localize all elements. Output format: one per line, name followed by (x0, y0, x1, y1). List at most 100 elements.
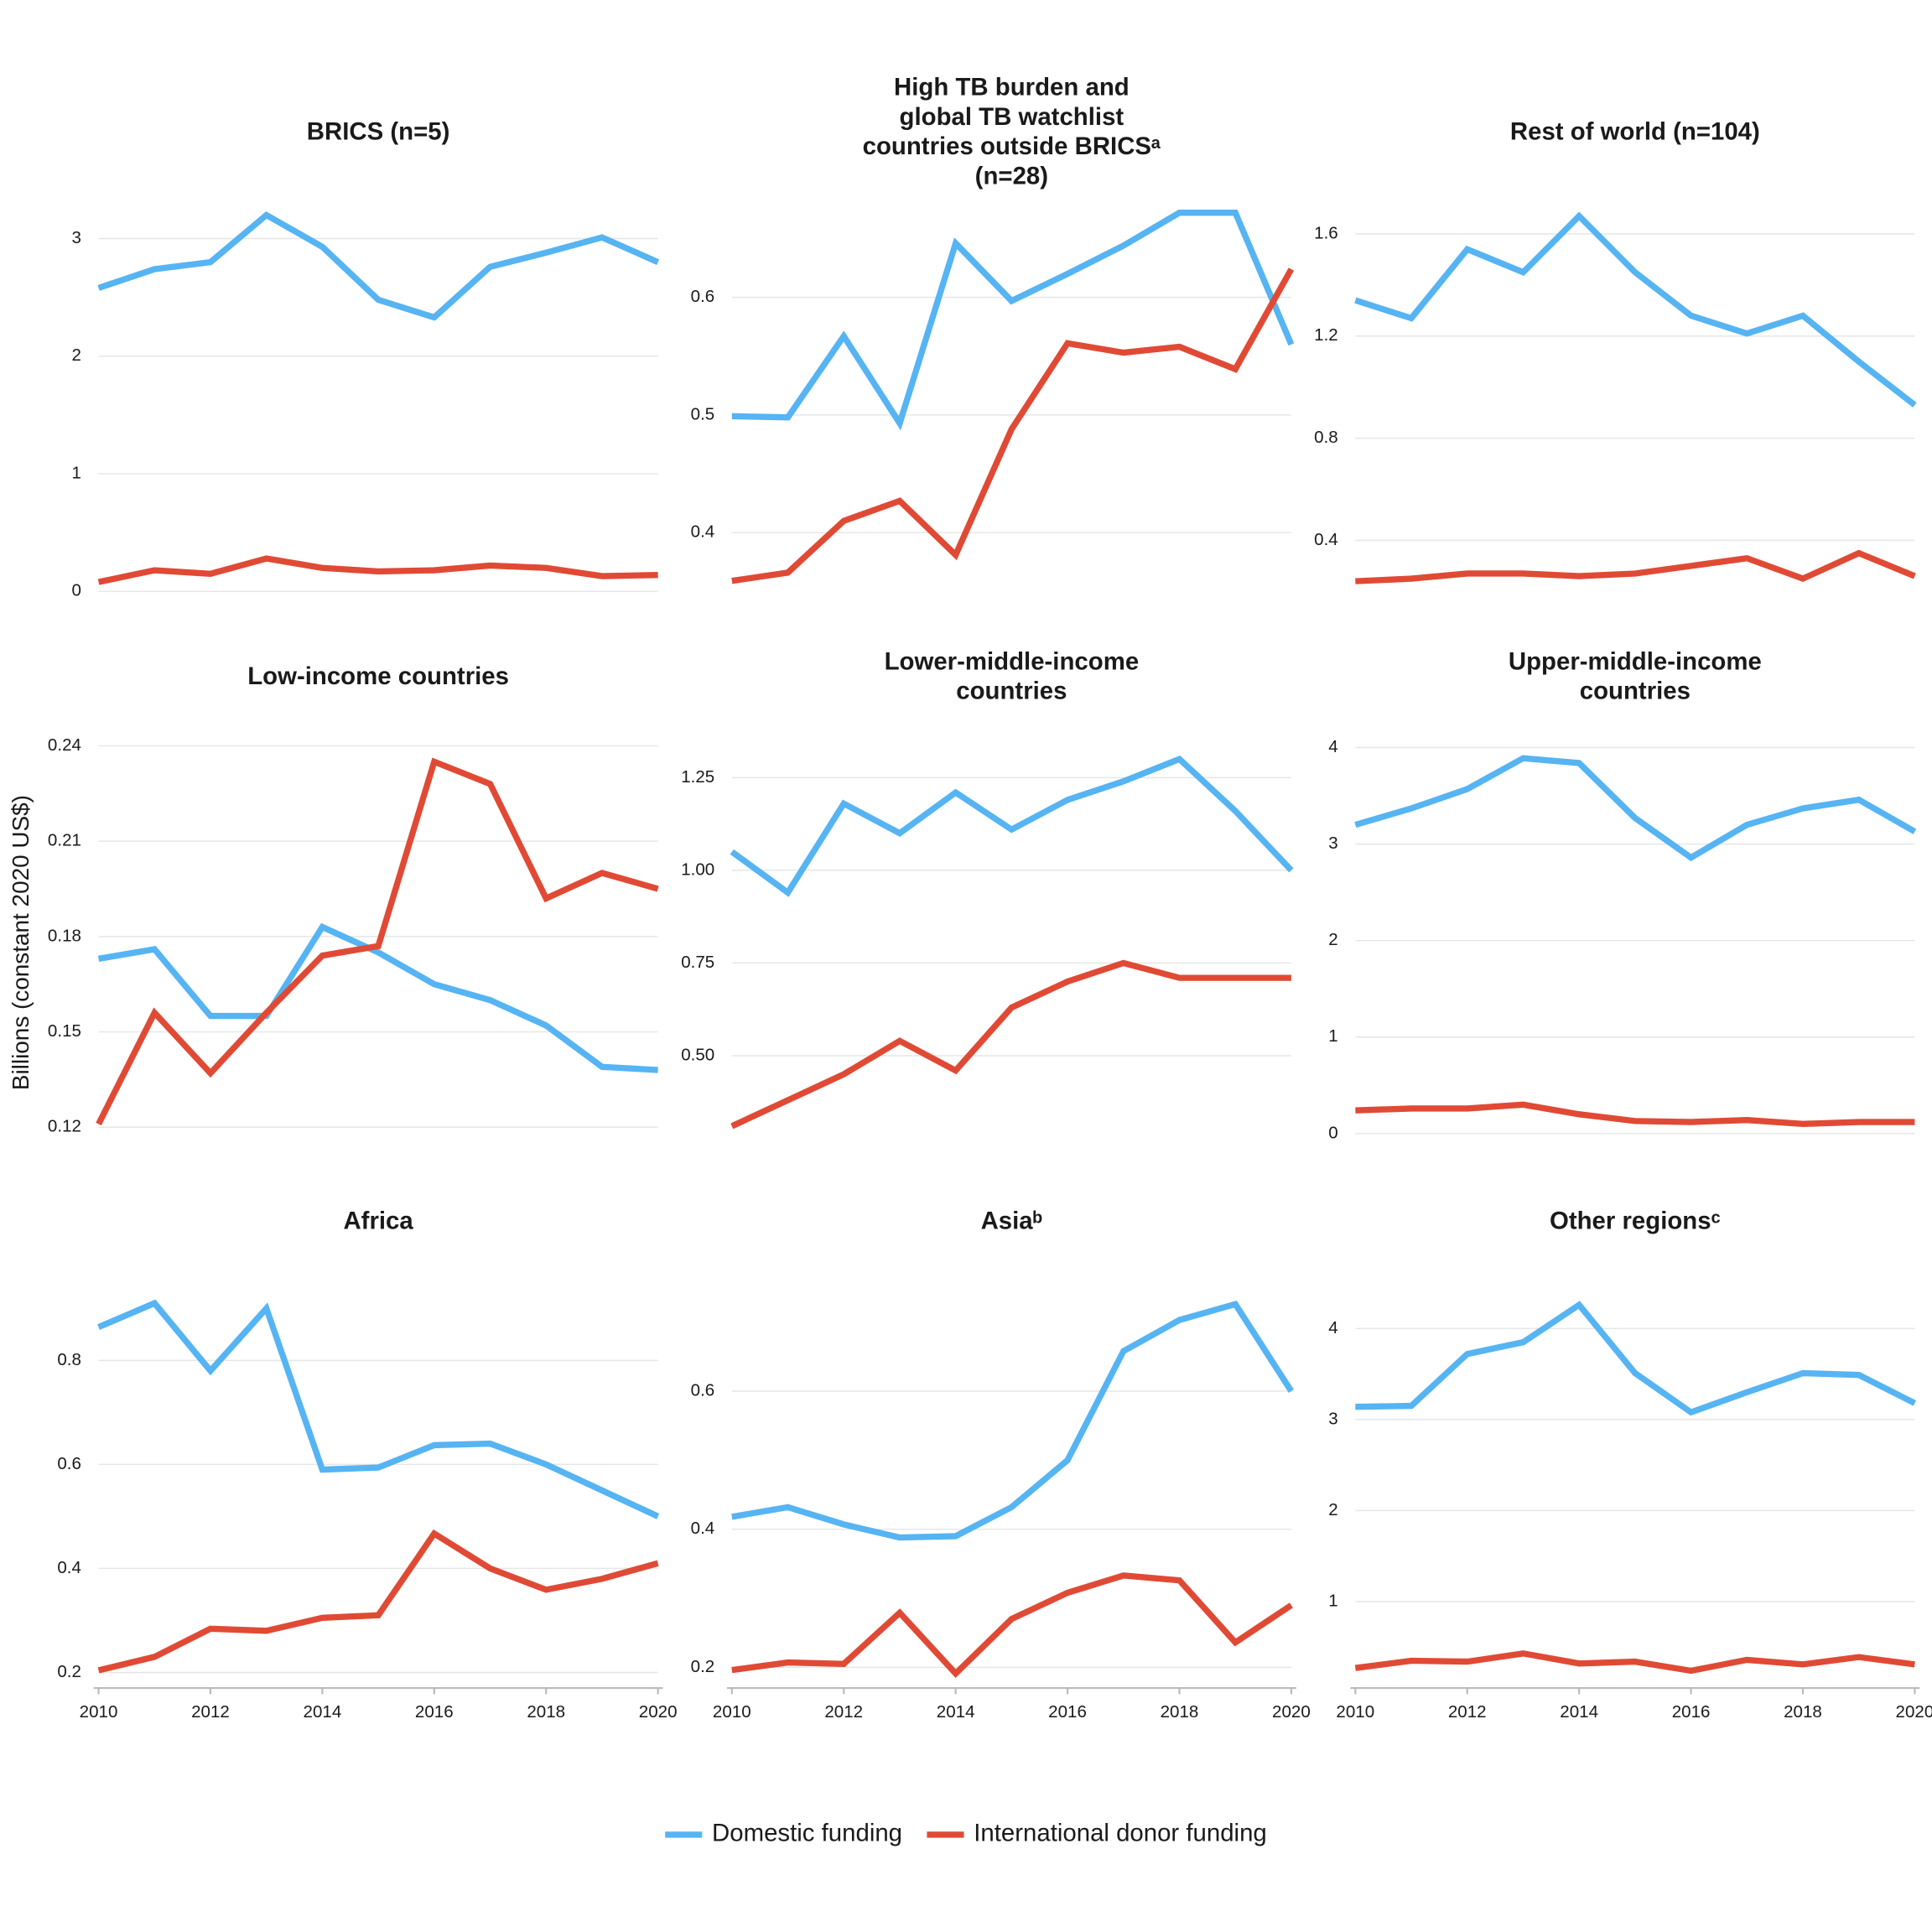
y-tick-label: 0 (1328, 1123, 1337, 1142)
x-tick-label: 2018 (527, 1702, 565, 1722)
y-tick-label: 3 (1328, 1409, 1337, 1428)
series-line (730, 959, 1291, 1130)
panel: BRICS (n=5) 0 1 2 3 (72, 117, 660, 600)
panel-title: Low-income countries (247, 662, 509, 690)
series-line (731, 267, 1295, 584)
y-tick-label: 3 (1328, 834, 1337, 853)
series-line (96, 757, 659, 1126)
x-tick-label: 2014 (304, 1702, 342, 1722)
x-tick-label: 2012 (824, 1702, 863, 1722)
panel-title: countries (1580, 678, 1690, 705)
y-tick-label: 3 (72, 228, 81, 247)
panel: Asiaᵇ 0.2 0.4 0.6 2010 2012 2014 2016 2018 2020 (691, 1207, 1311, 1721)
y-tick-label: 0.15 (48, 1021, 81, 1041)
x-tick-label: 2014 (937, 1702, 975, 1722)
y-tick-label: 0.2 (57, 1662, 81, 1681)
x-tick-label: 2018 (1161, 1702, 1199, 1722)
y-tick-label: 0.75 (681, 953, 714, 972)
series-line (97, 1299, 660, 1519)
panel-title: Rest of world (n=104) (1510, 117, 1760, 145)
x-tick-label: 2010 (1336, 1702, 1374, 1722)
x-tick-label: 2016 (415, 1702, 454, 1722)
series-line (1355, 1101, 1915, 1128)
x-tick-label: 2012 (191, 1702, 230, 1722)
panel: Other regionsᶜ 1 2 3 4 2010 2012 2014 2016 2018 20… (1328, 1207, 1932, 1721)
series-line (97, 1529, 659, 1674)
y-tick-label: 1 (1328, 1026, 1337, 1046)
y-tick-label: 0 (72, 581, 81, 600)
x-tick-label: 2016 (1048, 1702, 1087, 1722)
panel-title: countries outside BRICSᵃ (863, 132, 1161, 160)
panel-title: global TB watchlist (900, 103, 1124, 131)
x-tick-label: 2010 (713, 1702, 751, 1722)
y-tick-label: 0.4 (691, 522, 715, 542)
y-tick-label: 2 (1328, 930, 1337, 949)
panel-title: High TB burden and (894, 74, 1130, 101)
y-tick-label: 0.50 (681, 1045, 714, 1064)
x-tick-label: 2012 (1448, 1702, 1487, 1722)
series-line (1354, 1650, 1915, 1675)
panel: Africa 0.2 0.4 0.6 0.8 2010 2012 2014 2016 2018 20… (57, 1207, 677, 1721)
y-tick-label: 0.4 (1314, 530, 1338, 549)
y-tick-label: 1 (1328, 1591, 1337, 1610)
series-line (1354, 211, 1917, 408)
y-tick-label: 0.4 (691, 1519, 715, 1538)
x-tick-label: 2020 (639, 1702, 678, 1722)
x-tick-label: 2020 (1896, 1702, 1932, 1722)
series-line (97, 555, 658, 585)
series-line (731, 1572, 1293, 1679)
y-tick-label: 0.21 (48, 831, 81, 850)
y-tick-label: 0.18 (48, 926, 81, 945)
y-tick-label: 0.4 (57, 1558, 81, 1577)
series-line (1354, 755, 1917, 862)
y-tick-label: 4 (1328, 1318, 1337, 1337)
series-line (1355, 1301, 1917, 1416)
legend-label: International donor funding (974, 1820, 1267, 1847)
series-line (731, 210, 1295, 431)
y-tick-label: 4 (1328, 737, 1337, 756)
panel-title: Lower-middle-income (885, 647, 1140, 675)
panel-title: Asiaᵇ (981, 1207, 1043, 1234)
panel: Upper-middle-income countries 0 1 2 3 4 (1328, 647, 1917, 1142)
series-line (1355, 549, 1916, 584)
y-axis-label: Billions (constant 2020 US$) (8, 795, 34, 1090)
y-tick-label: 0.6 (57, 1454, 81, 1473)
panel-title: Africa (343, 1207, 413, 1234)
y-tick-label: 1 (72, 463, 81, 482)
panel-title: (n=28) (975, 162, 1048, 190)
legend-label: Domestic funding (712, 1820, 902, 1847)
series-line (97, 211, 660, 321)
y-tick-label: 0.6 (691, 287, 715, 306)
y-tick-label: 0.12 (48, 1117, 81, 1136)
x-tick-label: 2014 (1560, 1702, 1598, 1722)
panel-title: Upper-middle-income (1509, 647, 1762, 675)
series-line (731, 1300, 1295, 1541)
series-line (97, 922, 658, 1073)
y-tick-label: 0.5 (691, 404, 715, 423)
x-tick-label: 2010 (80, 1702, 118, 1722)
y-tick-label: 1.00 (681, 860, 714, 879)
panel: Lower-middle-income countries 0.50 0.75 1.00… (681, 647, 1294, 1130)
y-tick-label: 0.2 (691, 1657, 715, 1676)
y-tick-label: 2 (1328, 1500, 1337, 1519)
y-tick-label: 2 (72, 345, 81, 365)
panel-title: BRICS (n=5) (307, 117, 450, 145)
panel-title: countries (956, 678, 1067, 705)
y-tick-label: 0.24 (48, 735, 81, 755)
y-tick-label: 1.2 (1314, 325, 1338, 345)
y-tick-label: 1.6 (1314, 223, 1338, 242)
x-tick-label: 2020 (1272, 1702, 1311, 1722)
y-tick-label: 0.8 (1314, 428, 1338, 447)
y-tick-label: 0.6 (691, 1380, 715, 1400)
y-tick-label: 1.25 (681, 767, 714, 787)
x-tick-label: 2018 (1784, 1702, 1822, 1722)
y-tick-label: 0.8 (57, 1350, 81, 1369)
panel: Rest of world (n=104) 0.4 0.8 1.2 1.6 (1314, 117, 1917, 584)
panel-title: Other regionsᶜ (1550, 1207, 1721, 1234)
legend: Domestic funding International donor fund… (665, 1820, 1267, 1847)
panel: Low-income countries 0.12 0.15 0.18 0.21 0.24 (48, 662, 659, 1136)
series-line (730, 755, 1294, 897)
